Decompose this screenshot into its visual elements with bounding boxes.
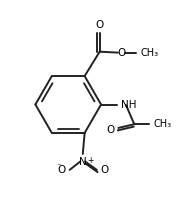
Text: N: N [79,157,87,167]
Text: O: O [101,166,109,176]
Text: O: O [117,48,125,58]
Text: CH₃: CH₃ [141,48,159,58]
Text: O: O [95,19,104,29]
Text: NH: NH [121,99,136,110]
Text: O: O [107,125,115,135]
Text: ⁻: ⁻ [57,163,62,172]
Text: CH₃: CH₃ [154,119,172,129]
Text: O: O [57,166,66,176]
Text: +: + [87,156,93,165]
